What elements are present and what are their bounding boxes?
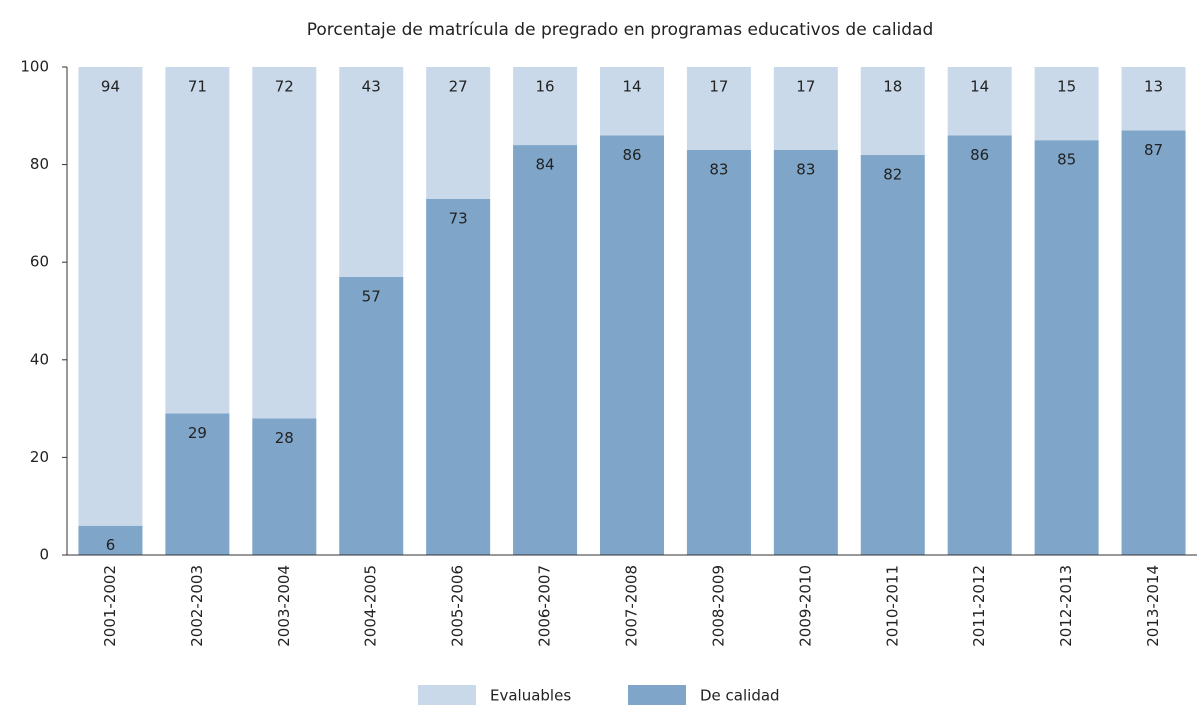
bar-segment [252, 67, 317, 419]
bar-segment [686, 149, 751, 555]
bar-segment [860, 154, 925, 555]
bar-segment [947, 67, 1012, 136]
data-label: 87 [1144, 141, 1163, 159]
bar-segment [513, 145, 578, 555]
y-tick-label: 80 [30, 155, 49, 173]
y-tick-label: 100 [20, 58, 49, 76]
data-label: 72 [275, 78, 294, 96]
y-tick-label: 0 [39, 546, 49, 564]
legend-swatch [418, 685, 476, 705]
y-tick-label: 40 [30, 350, 49, 368]
chart-title: Porcentaje de matrícula de pregrado en p… [307, 20, 934, 40]
bar-segment [426, 198, 491, 555]
data-label: 18 [883, 78, 902, 96]
data-label: 6 [106, 536, 116, 554]
data-label: 16 [536, 78, 555, 96]
data-label: 14 [622, 78, 641, 96]
x-tick-label: 2012-2013 [1057, 565, 1075, 647]
bar-segment [1121, 130, 1186, 555]
legend-label: De calidad [700, 687, 780, 705]
data-label: 17 [709, 78, 728, 96]
bar-segment [513, 67, 578, 146]
bar-segment [600, 135, 664, 555]
x-tick-label: 2009-2010 [796, 565, 814, 647]
data-label: 29 [188, 424, 207, 442]
x-tick-label: 2004-2005 [362, 565, 380, 647]
x-tick-label: 2007-2008 [623, 565, 641, 647]
data-label: 94 [101, 78, 120, 96]
legend-swatch [628, 685, 686, 705]
legend-label: Evaluables [490, 687, 571, 705]
data-label: 85 [1057, 151, 1076, 169]
bar-segment [78, 67, 143, 526]
data-label: 83 [796, 160, 815, 178]
data-label: 28 [275, 429, 294, 447]
data-label: 86 [622, 146, 641, 164]
x-tick-label: 2005-2006 [449, 565, 467, 647]
bar-segment [1034, 140, 1099, 555]
bar-segment [165, 413, 230, 555]
bar-segment [1121, 67, 1186, 131]
x-tick-label: 2001-2002 [101, 565, 119, 647]
x-tick-label: 2011-2012 [970, 565, 988, 647]
x-tick-label: 2010-2011 [883, 565, 901, 647]
y-tick-label: 60 [30, 253, 49, 271]
data-label: 17 [796, 78, 815, 96]
x-tick-label: 2006-2007 [536, 565, 554, 647]
bar-segment [426, 67, 491, 199]
data-label: 15 [1057, 78, 1076, 96]
bar-segment [860, 67, 925, 155]
data-label: 83 [709, 160, 728, 178]
data-label: 27 [449, 78, 468, 96]
data-label: 14 [970, 78, 989, 96]
bar-segment [773, 67, 838, 150]
data-label: 82 [883, 165, 902, 183]
bar-segment [1034, 67, 1099, 141]
data-label: 73 [449, 209, 468, 227]
data-label: 43 [362, 78, 381, 96]
data-label: 57 [362, 287, 381, 305]
x-tick-label: 2013-2014 [1144, 565, 1162, 647]
data-label: 71 [188, 78, 207, 96]
bar-segment [600, 67, 664, 136]
bar-segment [773, 149, 838, 555]
x-tick-label: 2003-2004 [275, 565, 293, 647]
bar-segment [165, 67, 230, 414]
data-label: 86 [970, 146, 989, 164]
bar-segment [947, 135, 1012, 555]
data-label: 13 [1144, 78, 1163, 96]
y-tick-label: 20 [30, 448, 49, 466]
x-tick-label: 2002-2003 [188, 565, 206, 647]
bar-segment [252, 418, 317, 555]
bar-segment [78, 525, 143, 555]
bar-segment [686, 67, 751, 150]
bar-segment [339, 67, 404, 277]
bar-segment [339, 276, 404, 555]
x-tick-label: 2008-2009 [709, 565, 727, 647]
data-label: 84 [536, 156, 555, 174]
